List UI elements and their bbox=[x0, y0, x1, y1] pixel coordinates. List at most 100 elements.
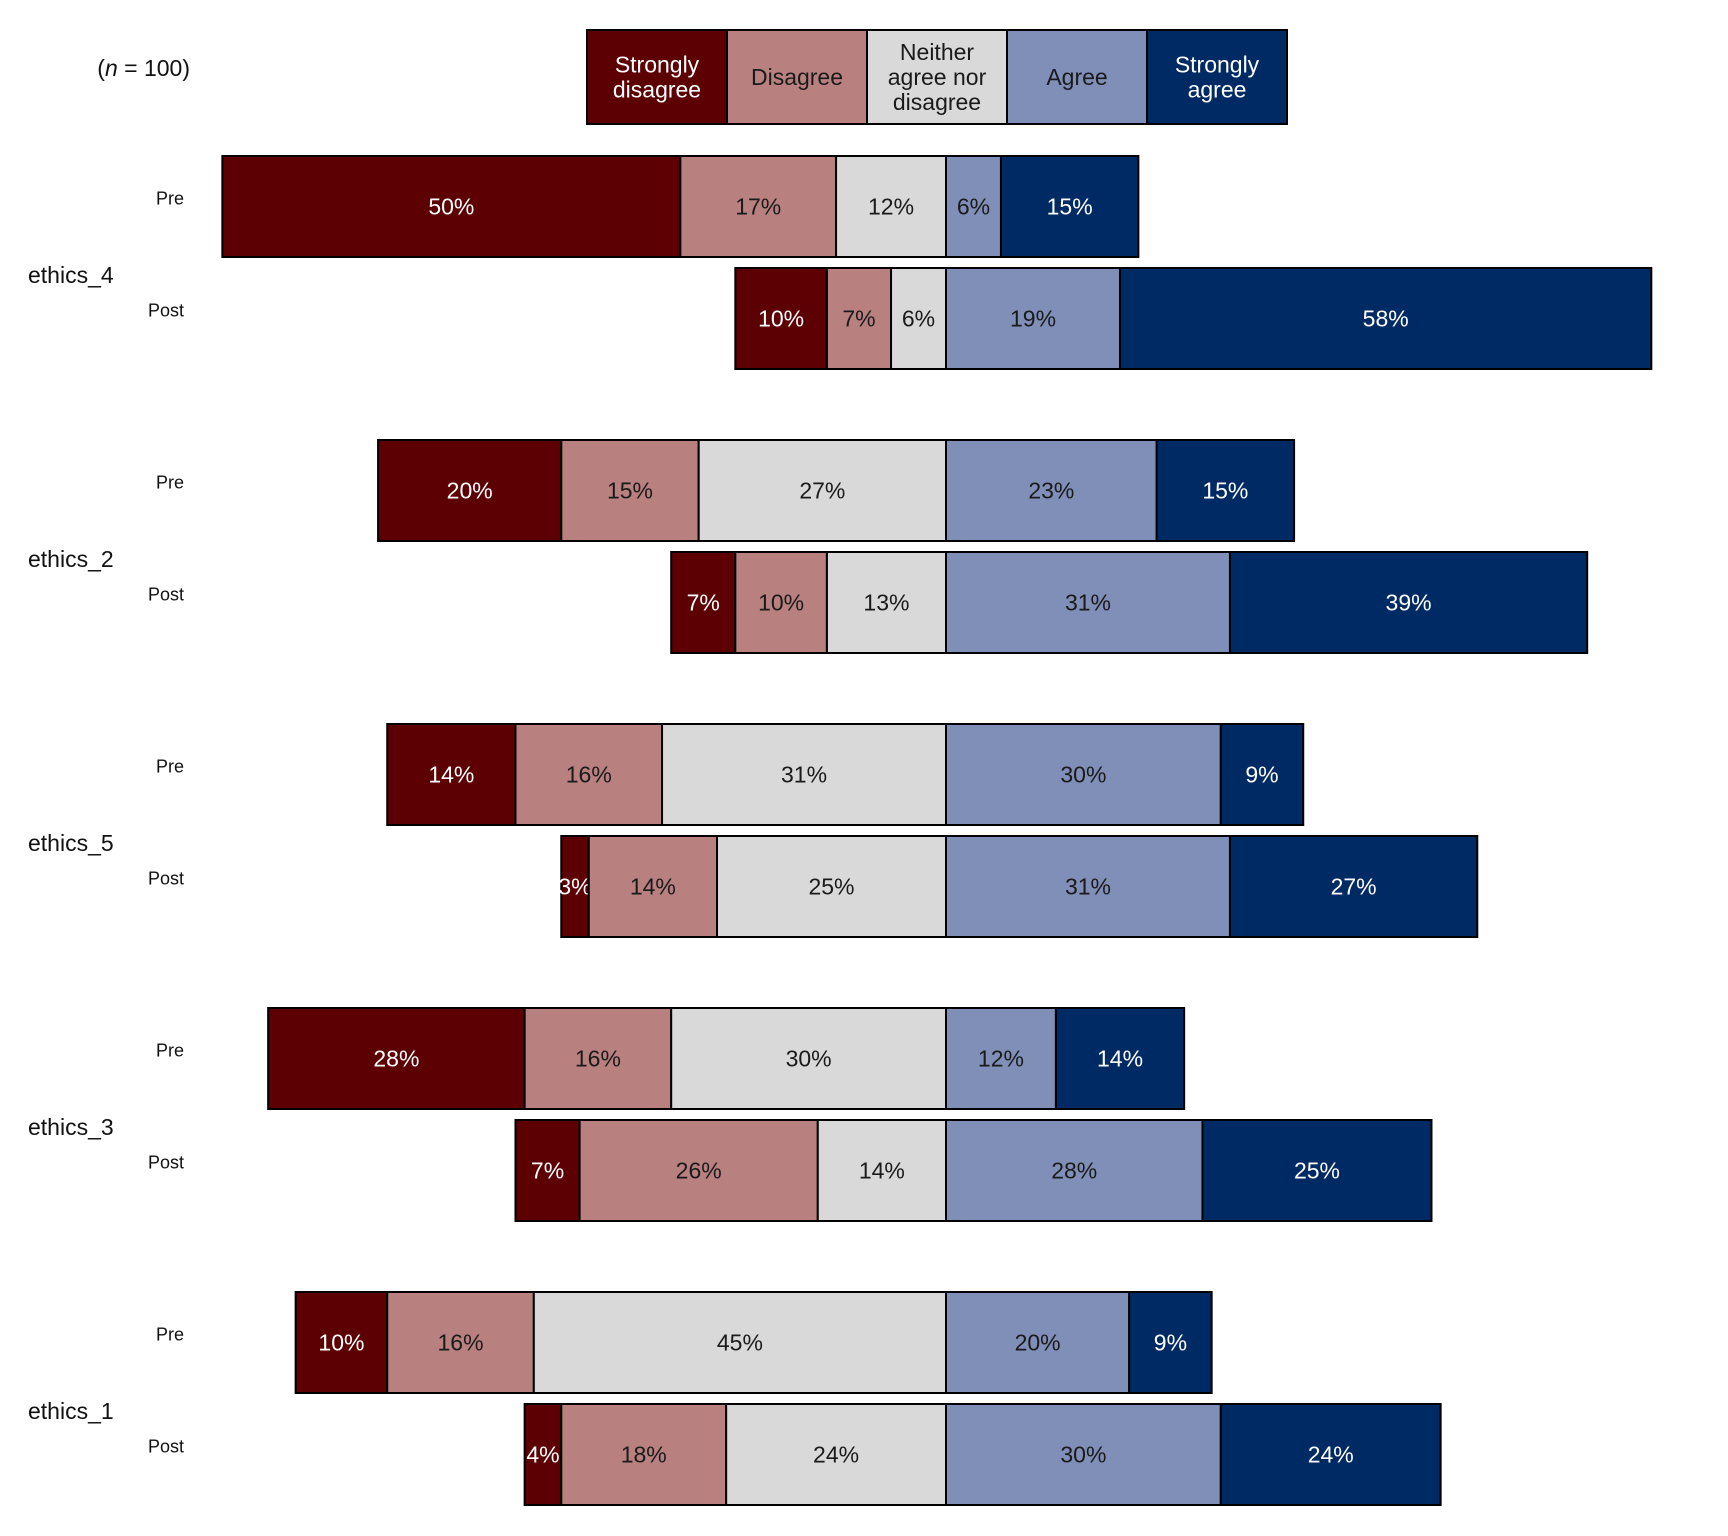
data-label: 24% bbox=[813, 1442, 859, 1468]
bar-segment bbox=[835, 155, 948, 258]
bar-segment bbox=[1228, 551, 1589, 654]
data-label: 10% bbox=[318, 1330, 364, 1356]
data-label: 19% bbox=[1010, 306, 1056, 332]
bar-segment bbox=[661, 723, 947, 826]
data-label: 30% bbox=[1060, 762, 1106, 788]
bar-segment bbox=[816, 1119, 948, 1222]
sample-size-note: (n = 100) bbox=[97, 55, 190, 81]
bar-segment bbox=[679, 155, 838, 258]
data-label: 14% bbox=[428, 762, 474, 788]
data-label: 6% bbox=[957, 194, 990, 220]
bar-segment bbox=[945, 1403, 1222, 1506]
bar-segment bbox=[945, 155, 1002, 258]
data-label: 23% bbox=[1028, 478, 1074, 504]
bar-segment bbox=[386, 1291, 535, 1394]
legend-label: Disagree bbox=[751, 64, 843, 90]
data-label: 45% bbox=[717, 1330, 763, 1356]
data-label: 30% bbox=[786, 1046, 832, 1072]
data-label: 31% bbox=[1065, 874, 1111, 900]
group-label: ethics_2 bbox=[28, 546, 114, 572]
row-label: Pre bbox=[156, 473, 184, 493]
bar-segment bbox=[1228, 835, 1479, 938]
bar-segment bbox=[221, 155, 682, 258]
data-label: 20% bbox=[447, 478, 493, 504]
group-label: ethics_4 bbox=[28, 262, 114, 288]
data-label: 25% bbox=[808, 874, 854, 900]
bar-segment bbox=[825, 267, 893, 370]
data-label: 16% bbox=[566, 762, 612, 788]
data-label: 14% bbox=[1097, 1046, 1143, 1072]
data-label: 28% bbox=[1051, 1158, 1097, 1184]
data-label: 7% bbox=[687, 590, 720, 616]
bar-segment bbox=[825, 551, 947, 654]
legend-swatch bbox=[866, 29, 1008, 125]
bar-segment bbox=[670, 1007, 947, 1110]
bar-segment bbox=[945, 551, 1231, 654]
legend-label: Neither agree nor disagree bbox=[888, 39, 987, 115]
bar-segment bbox=[945, 723, 1222, 826]
data-label: 3% bbox=[558, 874, 591, 900]
data-label: 15% bbox=[607, 478, 653, 504]
bar-segment bbox=[1155, 439, 1296, 542]
bar-segment bbox=[890, 267, 947, 370]
bar-segment bbox=[386, 723, 517, 826]
legend-label: Agree bbox=[1046, 64, 1107, 90]
bar-segment bbox=[734, 267, 828, 370]
bar-segment bbox=[945, 835, 1231, 938]
data-label: 16% bbox=[575, 1046, 621, 1072]
legend-swatch bbox=[1146, 29, 1288, 125]
data-label: 27% bbox=[1331, 874, 1377, 900]
bar-segment bbox=[1128, 1291, 1213, 1394]
row-label: Post bbox=[148, 869, 184, 889]
data-label: 10% bbox=[758, 590, 804, 616]
bar-segment bbox=[560, 1403, 728, 1506]
bar-segment bbox=[560, 835, 590, 938]
row-label: Post bbox=[148, 1437, 184, 1457]
group-label: ethics_1 bbox=[28, 1398, 114, 1424]
data-label: 14% bbox=[859, 1158, 905, 1184]
row-label: Pre bbox=[156, 1325, 184, 1345]
legend-label: Strongly agree bbox=[1175, 52, 1260, 103]
bar-segment bbox=[1219, 1403, 1442, 1506]
row-label: Pre bbox=[156, 189, 184, 209]
data-label: 12% bbox=[868, 194, 914, 220]
bar-segment bbox=[1054, 1007, 1186, 1110]
bar-segment bbox=[267, 1007, 526, 1110]
bar-segment bbox=[725, 1403, 947, 1506]
data-label: 17% bbox=[735, 194, 781, 220]
row-label: Pre bbox=[156, 1041, 184, 1061]
bar-segment bbox=[999, 155, 1140, 258]
data-label: 16% bbox=[437, 1330, 483, 1356]
row-label: Post bbox=[148, 1153, 184, 1173]
bar-segment bbox=[697, 439, 947, 542]
data-label: 13% bbox=[863, 590, 909, 616]
group-label: ethics_3 bbox=[28, 1114, 114, 1140]
bar-segment bbox=[1201, 1119, 1433, 1222]
data-label: 28% bbox=[373, 1046, 419, 1072]
row-label: Pre bbox=[156, 757, 184, 777]
data-label: 30% bbox=[1060, 1442, 1106, 1468]
bar-segment bbox=[1219, 723, 1305, 826]
bar-segment bbox=[1119, 267, 1653, 370]
data-label: 9% bbox=[1245, 762, 1278, 788]
bar-segment bbox=[560, 439, 700, 542]
data-label: 10% bbox=[758, 306, 804, 332]
group-label: ethics_5 bbox=[28, 830, 114, 856]
data-label: 26% bbox=[676, 1158, 722, 1184]
data-label: 24% bbox=[1308, 1442, 1354, 1468]
bar-segment bbox=[514, 1119, 581, 1222]
legend-label: Strongly disagree bbox=[613, 52, 701, 103]
data-label: 7% bbox=[842, 306, 875, 332]
data-label: 15% bbox=[1202, 478, 1248, 504]
row-label: Post bbox=[148, 301, 184, 321]
data-label: 14% bbox=[630, 874, 676, 900]
data-label: 7% bbox=[531, 1158, 564, 1184]
data-label: 6% bbox=[902, 306, 935, 332]
data-label: 50% bbox=[428, 194, 474, 220]
bar-segment bbox=[587, 835, 719, 938]
bar-segment bbox=[945, 267, 1122, 370]
data-label: 39% bbox=[1386, 590, 1432, 616]
bar-segment bbox=[578, 1119, 819, 1222]
data-label: 12% bbox=[978, 1046, 1024, 1072]
